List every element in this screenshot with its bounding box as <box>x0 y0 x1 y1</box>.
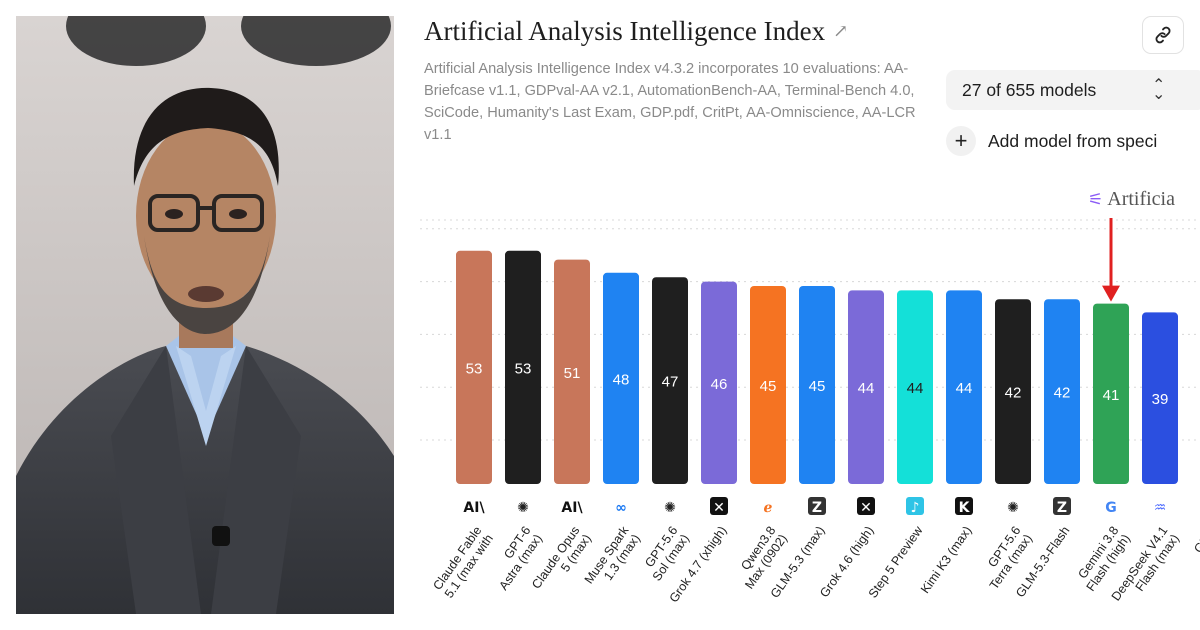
category-label-line: Kimi K3 (max) <box>918 524 974 596</box>
bar-value-label: 44 <box>907 380 924 397</box>
bar-value-label: 45 <box>809 378 826 395</box>
plus-icon: + <box>946 126 976 156</box>
bar <box>505 250 541 484</box>
openai-logo-icon: ✺ <box>517 500 529 516</box>
bar-value-label: 45 <box>760 378 777 395</box>
alibaba-logo-icon: ℯ <box>764 500 773 516</box>
category-label: Muse Spark1.3 (max) <box>582 523 644 594</box>
xai-logo-icon: ✕ <box>713 500 725 516</box>
bar <box>799 286 835 484</box>
zai-logo-icon <box>808 497 826 515</box>
highlight-arrowhead <box>1102 285 1120 302</box>
category-label: GPT-Lu <box>1191 524 1200 564</box>
bar-value-label: 44 <box>858 380 875 397</box>
google-logo-icon: G <box>1105 500 1117 516</box>
zai-logo-icon <box>1053 497 1071 515</box>
bar-value-label: 42 <box>1054 385 1071 402</box>
category-label: Kimi K3 (max) <box>918 524 974 596</box>
bar <box>1044 299 1080 484</box>
bar-value-label: 39 <box>1152 391 1169 408</box>
bar-value-label: 42 <box>1005 385 1022 402</box>
bar-value-label: 46 <box>711 376 728 393</box>
artificial-analysis-logo: ⚟ <box>1088 190 1104 210</box>
bar <box>995 299 1031 484</box>
bar-value-label: 51 <box>564 365 581 382</box>
bar <box>456 250 492 484</box>
portrait-photo <box>16 16 394 614</box>
bar <box>603 272 639 484</box>
category-label-line: Step 5 Preview <box>866 523 926 601</box>
models-select-value: 27 of 655 models <box>962 79 1097 100</box>
bar-value-label: 53 <box>515 360 532 377</box>
category-label-line: GPT- <box>1191 524 1200 556</box>
anthropic-logo-icon: AI\ <box>561 500 583 516</box>
copy-link-button[interactable] <box>1142 16 1184 54</box>
stepfun-logo-icon <box>906 497 924 515</box>
category-label: Claude Fable5.1 (max with <box>430 524 496 601</box>
bar <box>1093 303 1129 484</box>
xai-logo-icon <box>857 497 875 515</box>
category-label: Step 5 Preview <box>866 523 926 601</box>
deepseek-logo-icon: ♒ <box>1154 500 1167 516</box>
moonshot-logo-icon <box>955 497 973 515</box>
zai-logo-icon: Z <box>1057 500 1067 516</box>
bar-value-label: 48 <box>613 371 630 388</box>
bar <box>946 290 982 484</box>
bar <box>554 259 590 484</box>
watermark: ⚟ Artificia <box>1088 188 1175 211</box>
anthropic-logo-icon: AI\ <box>463 500 485 516</box>
bar <box>1142 312 1178 484</box>
add-model-label: Add model from speci <box>988 130 1158 151</box>
chart-subtitle: Artificial Analysis Intelligence Index v… <box>424 61 916 143</box>
link-icon <box>1155 26 1171 44</box>
openai-logo-icon: ✺ <box>1007 500 1019 516</box>
moonshot-logo-icon: K <box>959 500 971 516</box>
add-model-button[interactable]: + Add model from speci <box>946 124 1157 158</box>
bar <box>652 277 688 484</box>
openai-logo-icon: ✺ <box>664 500 676 516</box>
bar-value-label: 53 <box>466 360 483 377</box>
chevron-up-down-icon: ⌃ ⌄ <box>1152 77 1166 103</box>
bar <box>848 290 884 484</box>
zai-logo-icon: Z <box>812 500 822 516</box>
bar-value-label: 44 <box>956 380 973 397</box>
chart-title: Artificial Analysis Intelligence Index ↗ <box>424 16 848 47</box>
meta-logo-icon: ∞ <box>615 500 627 516</box>
xai-logo-icon: ✕ <box>860 500 872 516</box>
chart-panel: Artificial Analysis Intelligence Index ↗ … <box>410 0 1200 630</box>
bar-value-label: 41 <box>1103 387 1120 404</box>
bar-value-label: 47 <box>662 374 679 391</box>
bar <box>701 281 737 484</box>
bar <box>897 290 933 484</box>
arrow-up-right-icon[interactable]: ↗ <box>833 21 849 41</box>
category-label: Claude Opus5 (max) <box>529 524 594 600</box>
xai-logo-icon <box>710 497 728 515</box>
bar <box>750 286 786 484</box>
watermark-text: Artificia <box>1107 188 1175 210</box>
chart-title-text: Artificial Analysis Intelligence Index <box>424 16 826 46</box>
models-select[interactable]: 27 of 655 models ⌃ ⌄ <box>946 70 1200 110</box>
stepfun-logo-icon: ♪ <box>911 500 920 516</box>
